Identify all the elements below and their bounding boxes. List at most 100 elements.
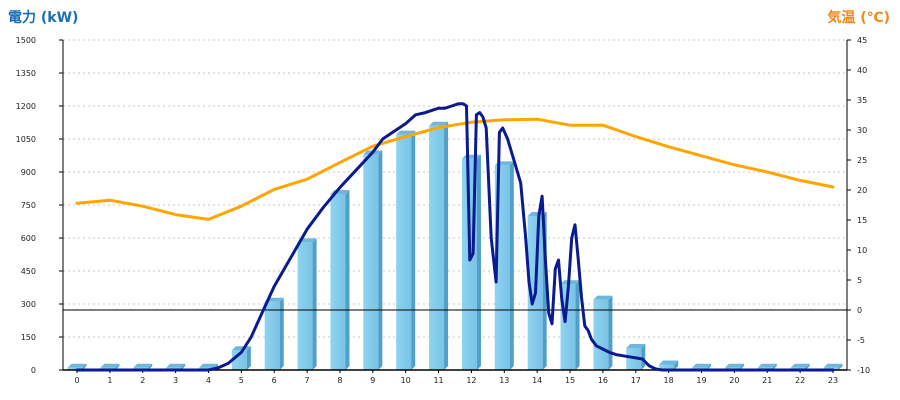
- bar-side: [148, 363, 153, 370]
- left-tick-label: 900: [21, 168, 36, 177]
- bar-side: [279, 297, 284, 370]
- x-tick-label: 2: [140, 376, 145, 385]
- x-tick-label: 1: [107, 376, 112, 385]
- x-tick-label: 8: [337, 376, 342, 385]
- bar: [560, 284, 576, 370]
- bar-top: [692, 363, 712, 368]
- bar: [659, 364, 675, 370]
- bar-side: [641, 344, 646, 370]
- bar-side: [345, 190, 350, 370]
- lines: [75, 102, 835, 372]
- x-tick-label: 18: [664, 376, 674, 385]
- left-tick-label: 1200: [16, 102, 36, 111]
- x-tick-label: 5: [239, 376, 244, 385]
- right-axis-title: 気温 (℃): [827, 9, 890, 26]
- right-tick-label: 30: [857, 126, 867, 135]
- bars: [67, 121, 843, 370]
- bar: [593, 299, 609, 370]
- bar-side: [181, 363, 186, 370]
- right-tick-label: -5: [857, 336, 865, 345]
- bar-top: [100, 363, 120, 368]
- left-tick-label: 1050: [16, 135, 36, 144]
- bar: [330, 194, 346, 370]
- x-tick-label: 13: [499, 376, 509, 385]
- left-tick-label: 1500: [16, 36, 36, 45]
- right-tick-label: 0: [857, 306, 862, 315]
- bar: [231, 350, 247, 370]
- bar: [429, 125, 445, 370]
- right-tick-label: 40: [857, 66, 867, 75]
- bar-top: [593, 295, 613, 300]
- bar-side: [411, 130, 416, 370]
- bar-top: [198, 363, 218, 368]
- bar-top: [133, 363, 153, 368]
- bar: [396, 134, 412, 370]
- bar-top: [757, 363, 777, 368]
- bar: [363, 154, 379, 370]
- left-tick-label: 750: [21, 201, 36, 210]
- bar-top: [396, 130, 416, 135]
- right-tick-label: 10: [857, 246, 867, 255]
- bar: [264, 301, 280, 370]
- right-tick-label: 20: [857, 186, 867, 195]
- left-tick-label: 0: [31, 366, 36, 375]
- left-axis-title: 電力 (kW): [8, 9, 78, 26]
- bar: [297, 242, 313, 370]
- right-tick-label: 45: [857, 36, 867, 45]
- x-tick-label: 4: [206, 376, 211, 385]
- bar-top: [429, 121, 449, 126]
- right-tick-label: 25: [857, 156, 867, 165]
- bar-side: [312, 238, 317, 370]
- bar-top: [166, 363, 186, 368]
- right-tick-label: 35: [857, 96, 867, 105]
- bar-side: [772, 363, 777, 370]
- x-tick-label: 9: [370, 376, 375, 385]
- bar-side: [246, 346, 251, 370]
- x-tick-label: 20: [729, 376, 739, 385]
- power-line: [75, 102, 835, 372]
- bar-side: [674, 360, 679, 370]
- gridlines: [63, 39, 847, 338]
- bar-side: [805, 363, 810, 370]
- left-tick-label: 1350: [16, 69, 36, 78]
- bar-side: [838, 363, 843, 370]
- x-tick-label: 22: [795, 376, 805, 385]
- temperature-line: [75, 117, 835, 221]
- x-tick-label: 19: [696, 376, 706, 385]
- x-tick-label: 15: [565, 376, 575, 385]
- x-tick-label: 10: [401, 376, 411, 385]
- bar-top: [67, 363, 87, 368]
- left-tick-label: 600: [21, 234, 36, 243]
- bar-side: [444, 121, 449, 370]
- bar-top: [724, 363, 744, 368]
- x-tick-label: 16: [598, 376, 608, 385]
- bar: [67, 367, 83, 370]
- bar-top: [790, 363, 810, 368]
- x-tick-label: 11: [433, 376, 443, 385]
- right-tick-label: 15: [857, 216, 867, 225]
- bar-side: [575, 280, 580, 370]
- bar-side: [476, 154, 481, 370]
- x-tick-label: 12: [466, 376, 476, 385]
- bar-top: [823, 363, 843, 368]
- bar-side: [739, 363, 744, 370]
- x-tick-label: 0: [74, 376, 79, 385]
- bar-side: [82, 363, 87, 370]
- left-tick-label: 300: [21, 300, 36, 309]
- bar-side: [707, 363, 712, 370]
- left-tick-label: 150: [21, 333, 36, 342]
- x-tick-label: 17: [631, 376, 641, 385]
- x-tick-label: 23: [828, 376, 838, 385]
- bar-side: [378, 150, 383, 370]
- left-tick-label: 450: [21, 267, 36, 276]
- x-tick-label: 14: [532, 376, 542, 385]
- x-tick-label: 7: [305, 376, 310, 385]
- x-tick-label: 21: [762, 376, 772, 385]
- bar-top: [659, 360, 679, 365]
- right-tick-label: -10: [857, 366, 870, 375]
- x-tick-label: 6: [272, 376, 277, 385]
- bar-side: [115, 363, 120, 370]
- bar-side: [608, 295, 613, 370]
- right-tick-label: 5: [857, 276, 862, 285]
